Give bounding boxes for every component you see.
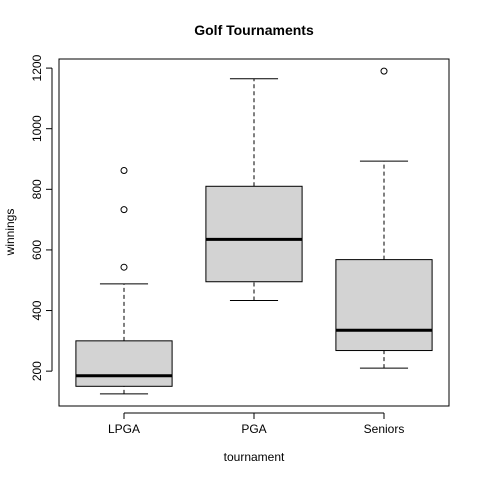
plot-frame bbox=[58, 58, 450, 407]
y-tick-label: 200 bbox=[30, 361, 44, 381]
iqr-box bbox=[335, 259, 433, 352]
x-tick-label: LPGA bbox=[108, 422, 140, 436]
y-axis: 200 400 600 800 1000 1200 bbox=[30, 54, 53, 381]
x-axis-label: tournament bbox=[224, 450, 285, 464]
box-lpga bbox=[75, 167, 173, 395]
outlier-point bbox=[120, 263, 128, 271]
y-tick-label: 1000 bbox=[30, 115, 44, 142]
x-axis: LPGA PGA Seniors bbox=[108, 412, 405, 436]
outlier-point bbox=[120, 167, 128, 175]
box-pga bbox=[205, 78, 303, 302]
iqr-box bbox=[205, 185, 303, 283]
boxes-layer bbox=[75, 67, 433, 395]
outlier-point bbox=[380, 67, 388, 75]
box-seniors bbox=[335, 67, 433, 369]
y-tick-label: 800 bbox=[30, 179, 44, 199]
y-tick-label: 400 bbox=[30, 300, 44, 320]
outlier-point bbox=[120, 206, 128, 214]
chart-title: Golf Tournaments bbox=[194, 22, 314, 38]
y-tick-label: 1200 bbox=[30, 54, 44, 81]
y-axis-label: winnings bbox=[3, 209, 17, 257]
x-tick-label: PGA bbox=[241, 422, 266, 436]
y-tick-label: 600 bbox=[30, 240, 44, 260]
x-tick-label: Seniors bbox=[364, 422, 405, 436]
iqr-box bbox=[75, 340, 173, 387]
